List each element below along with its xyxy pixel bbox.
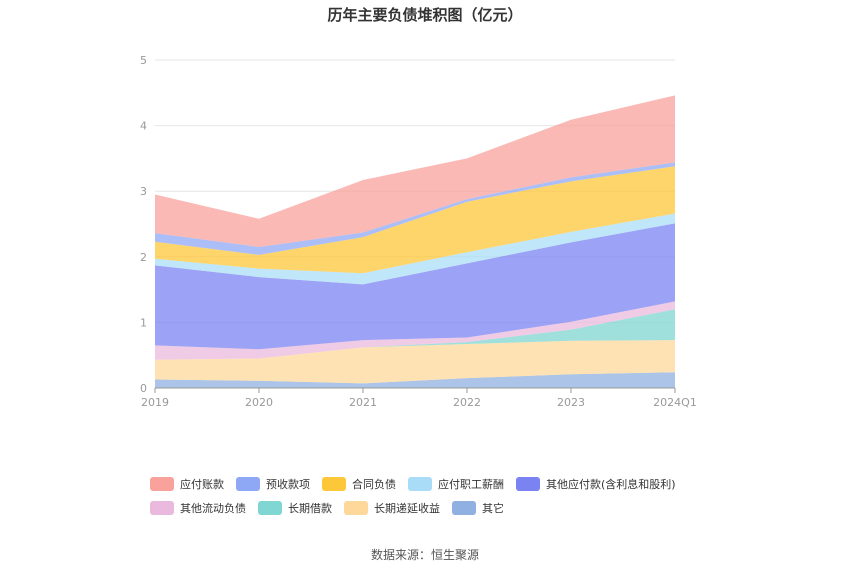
legend-label: 预收款项: [266, 478, 310, 491]
x-tick-label: 2020: [245, 396, 273, 409]
legend-label: 其它: [482, 502, 504, 515]
legend-item[interactable]: 其它: [452, 500, 504, 516]
legend: 应付账款 预收款项 合同负债 应付职工薪酬 其他应付款(含利息和股利) 其他流动负债 长期借…: [150, 472, 720, 520]
legend-swatch: [258, 501, 282, 515]
area-series-6: [155, 166, 675, 274]
y-tick-label: 0: [140, 382, 147, 395]
legend-swatch: [236, 477, 260, 491]
legend-item[interactable]: 应付账款: [150, 476, 224, 492]
legend-item[interactable]: 预收款项: [236, 476, 310, 492]
x-tick-label: 2024Q1: [653, 396, 697, 409]
legend-row: 应付账款 预收款项 合同负债 应付职工薪酬 其他应付款(含利息和股利): [150, 472, 720, 496]
area-series-3: [155, 301, 675, 360]
legend-item[interactable]: 长期递延收益: [344, 500, 440, 516]
legend-item[interactable]: 其他流动负债: [150, 500, 246, 516]
legend-item[interactable]: 长期借款: [258, 500, 332, 516]
area-series-5: [155, 213, 675, 285]
axis-layer: 0 1 2 3 4 5 2019 2020 2021 2022 2023 2024Q1: [140, 54, 697, 409]
area-series-1: [155, 340, 675, 384]
legend-row: 其他流动负债 长期借款 长期递延收益 其它: [150, 496, 720, 520]
source-note: 数据来源：恒生聚源: [370, 548, 479, 562]
y-tick-label: 1: [140, 316, 147, 329]
area-layer: [155, 95, 675, 388]
area-series-7: [155, 162, 675, 255]
area-series-2: [155, 309, 675, 360]
legend-label: 其他流动负债: [180, 502, 246, 515]
legend-swatch: [322, 477, 346, 491]
legend-item[interactable]: 合同负债: [322, 476, 396, 492]
legend-label: 应付账款: [180, 478, 224, 491]
y-tick-label: 3: [140, 185, 147, 198]
legend-swatch: [452, 501, 476, 515]
legend-label: 长期递延收益: [374, 502, 440, 515]
area-series-8: [155, 95, 675, 247]
chart-title: 历年主要负债堆积图（亿元）: [327, 6, 523, 24]
legend-item[interactable]: 其他应付款(含利息和股利): [516, 476, 676, 492]
legend-swatch: [516, 477, 540, 491]
legend-swatch: [408, 477, 432, 491]
legend-item[interactable]: 应付职工薪酬: [408, 476, 504, 492]
y-tick-label: 4: [140, 120, 147, 133]
area-series-4: [155, 223, 675, 350]
legend-swatch: [344, 501, 368, 515]
legend-label: 合同负债: [352, 478, 396, 491]
legend-label: 其他应付款(含利息和股利): [546, 478, 676, 491]
legend-swatch: [150, 477, 174, 491]
y-tick-label: 5: [140, 54, 147, 67]
legend-swatch: [150, 501, 174, 515]
legend-label: 应付职工薪酬: [438, 478, 504, 491]
x-tick-label: 2021: [349, 396, 377, 409]
stacked-area-chart: 0 1 2 3 4 5 2019 2020 2021 2022 2023 2024Q1: [140, 54, 697, 409]
x-tick-label: 2019: [141, 396, 169, 409]
x-tick-label: 2022: [453, 396, 481, 409]
area-series-0: [155, 372, 675, 388]
x-tick-label: 2023: [557, 396, 585, 409]
legend-label: 长期借款: [288, 502, 332, 515]
y-tick-label: 2: [140, 251, 147, 264]
